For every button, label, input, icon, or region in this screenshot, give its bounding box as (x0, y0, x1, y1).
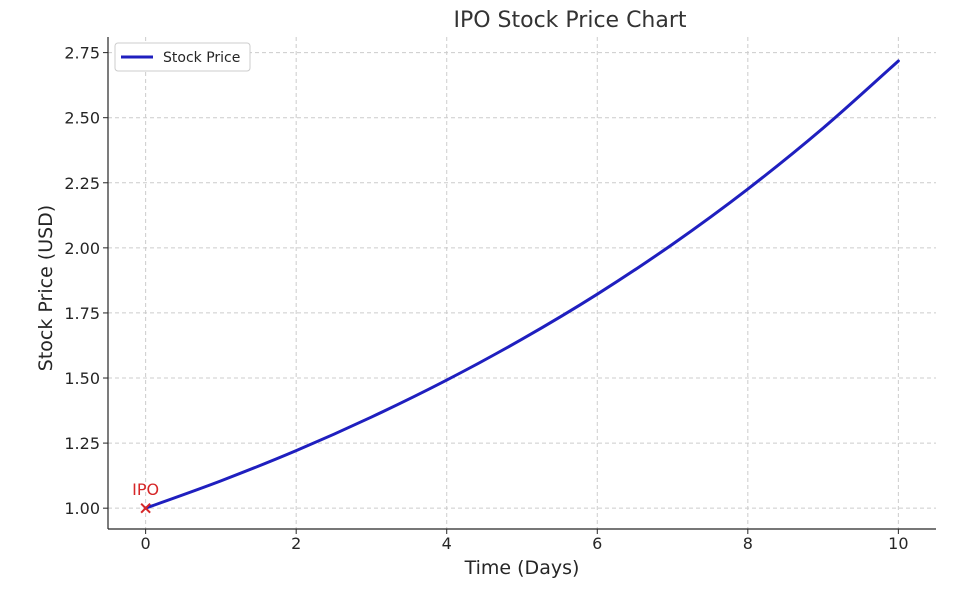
chart-title: IPO Stock Price Chart (453, 8, 686, 33)
y-tick-label: 1.50 (64, 369, 100, 388)
annotations: IPO (132, 480, 159, 514)
y-tick-label: 1.75 (64, 304, 100, 323)
legend: Stock Price (114, 42, 251, 72)
y-tick-label: 2.50 (64, 109, 100, 128)
legend-box (114, 42, 251, 72)
x-tick-label: 2 (291, 534, 301, 553)
grid (108, 37, 936, 529)
y-axis-label: Stock Price (USD) (35, 205, 57, 371)
series-layer (144, 59, 900, 510)
x-tick-label: 6 (592, 534, 602, 553)
series-line-stock-price (144, 59, 900, 510)
y-axis-ticks: 1.00 1.25 1.50 1.75 2.00 2.25 2.50 2.75 (64, 44, 108, 518)
ipo-marker (140, 502, 151, 514)
x-axis-ticks: 0 2 4 6 8 10 (141, 529, 909, 553)
y-tick-label: 2.00 (64, 239, 100, 258)
axes (107, 37, 936, 530)
x-axis-label: Time (Days) (464, 557, 580, 579)
y-tick-label: 2.25 (64, 174, 100, 193)
ipo-annotation-label: IPO (132, 480, 159, 499)
x-tick-label: 0 (141, 534, 151, 553)
legend-label: Stock Price (163, 50, 240, 66)
y-tick-label: 1.25 (64, 434, 100, 453)
x-tick-label: 10 (888, 534, 908, 553)
ipo-marker-stroke (140, 502, 151, 514)
x-tick-label: 4 (442, 534, 452, 553)
y-tick-label: 1.00 (64, 499, 100, 518)
x-tick-label: 8 (743, 534, 753, 553)
y-tick-label: 2.75 (64, 44, 100, 63)
